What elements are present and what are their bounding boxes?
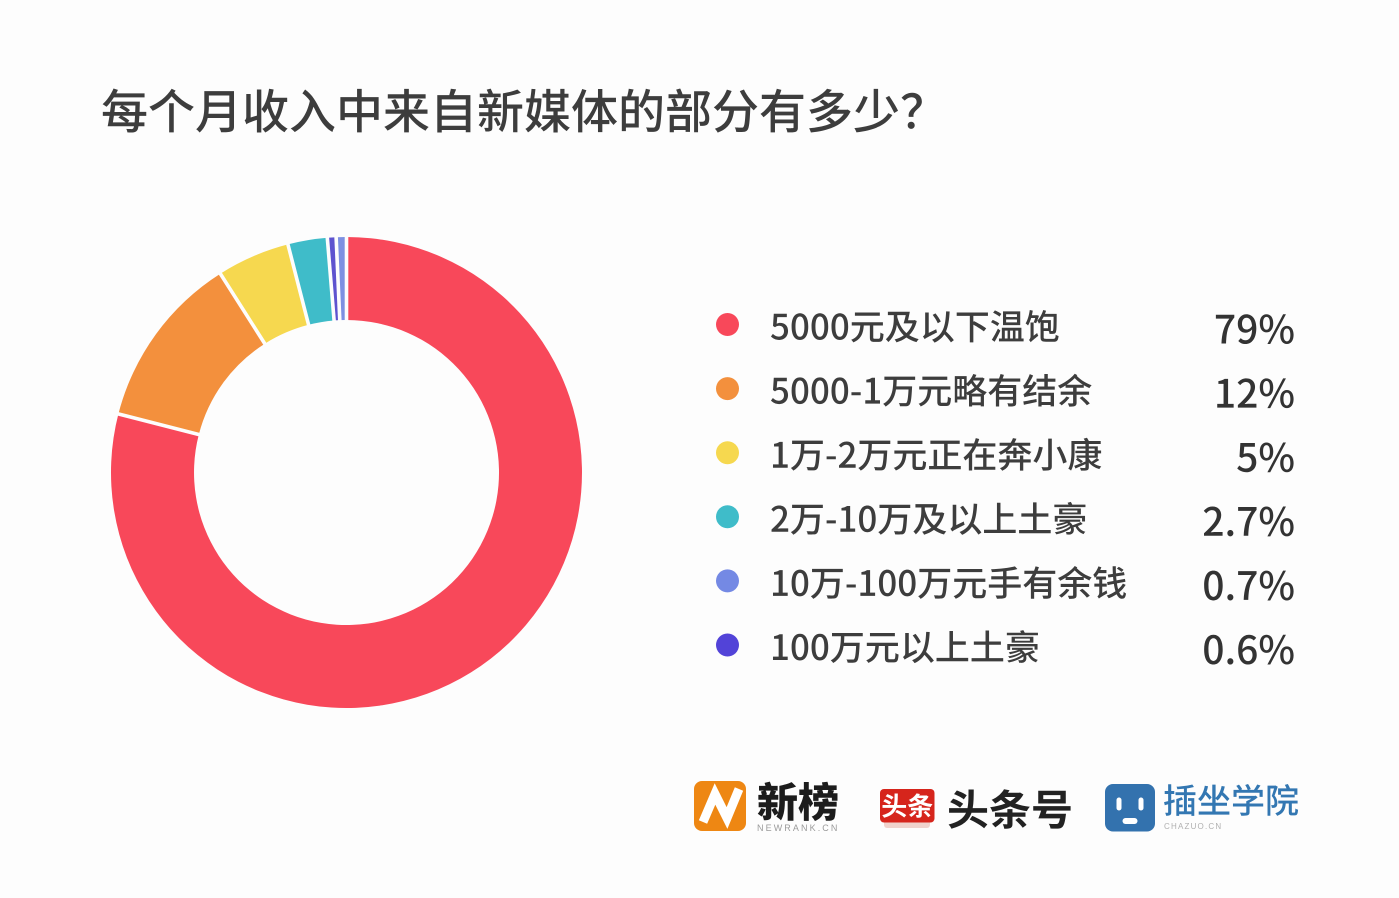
svg-text:NEWRANK.CN: NEWRANK.CN (757, 823, 840, 833)
svg-text:CHAZUO.CN: CHAZUO.CN (1164, 822, 1222, 831)
